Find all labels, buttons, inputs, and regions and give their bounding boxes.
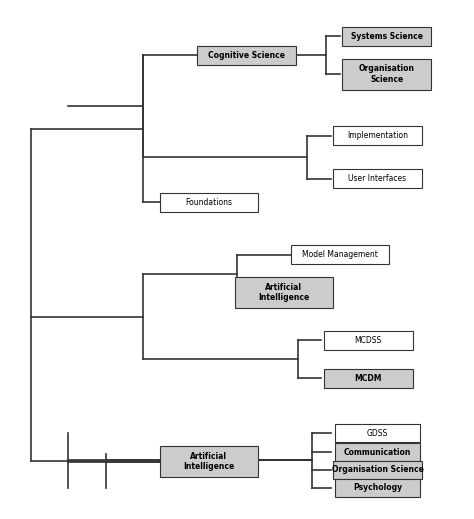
FancyBboxPatch shape [324, 331, 413, 350]
Text: Artificial
Intelligence: Artificial Intelligence [183, 452, 235, 471]
Text: Cognitive Science: Cognitive Science [208, 50, 285, 60]
Text: MCDM: MCDM [355, 374, 382, 383]
Text: Psychology: Psychology [353, 483, 402, 492]
Text: User Interfaces: User Interfaces [348, 174, 407, 183]
FancyBboxPatch shape [197, 46, 296, 64]
FancyBboxPatch shape [160, 446, 258, 477]
FancyBboxPatch shape [333, 460, 422, 479]
FancyBboxPatch shape [333, 127, 422, 145]
FancyBboxPatch shape [333, 169, 422, 188]
Text: Systems Science: Systems Science [351, 32, 423, 40]
Text: Model Management: Model Management [302, 250, 378, 260]
FancyBboxPatch shape [336, 479, 419, 497]
Text: Artificial
Intelligence: Artificial Intelligence [258, 283, 310, 303]
Text: Communication: Communication [344, 447, 411, 457]
Text: Implementation: Implementation [347, 131, 408, 141]
Text: Organisation
Science: Organisation Science [359, 64, 415, 84]
FancyBboxPatch shape [324, 369, 413, 388]
FancyBboxPatch shape [342, 59, 431, 90]
FancyBboxPatch shape [336, 443, 419, 461]
FancyBboxPatch shape [342, 26, 431, 46]
FancyBboxPatch shape [336, 424, 419, 442]
Text: GDSS: GDSS [367, 429, 388, 438]
Text: Organisation Science: Organisation Science [332, 465, 423, 474]
Text: MCDSS: MCDSS [355, 336, 382, 345]
Text: Foundations: Foundations [185, 198, 232, 207]
FancyBboxPatch shape [235, 277, 333, 308]
FancyBboxPatch shape [291, 245, 389, 264]
FancyBboxPatch shape [160, 193, 258, 212]
